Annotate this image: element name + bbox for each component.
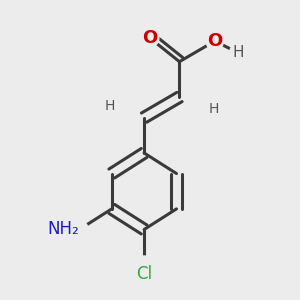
Text: NH₂: NH₂ [48, 220, 79, 238]
Circle shape [70, 221, 88, 238]
Text: O: O [142, 29, 158, 47]
Circle shape [200, 100, 218, 118]
Text: H: H [209, 102, 219, 116]
Circle shape [135, 256, 153, 274]
Text: Cl: Cl [136, 265, 152, 283]
Circle shape [141, 29, 159, 47]
Circle shape [206, 32, 224, 50]
Text: H: H [232, 45, 244, 60]
Text: H: H [104, 99, 115, 113]
Circle shape [106, 97, 124, 115]
Circle shape [230, 44, 247, 62]
Text: O: O [207, 32, 222, 50]
